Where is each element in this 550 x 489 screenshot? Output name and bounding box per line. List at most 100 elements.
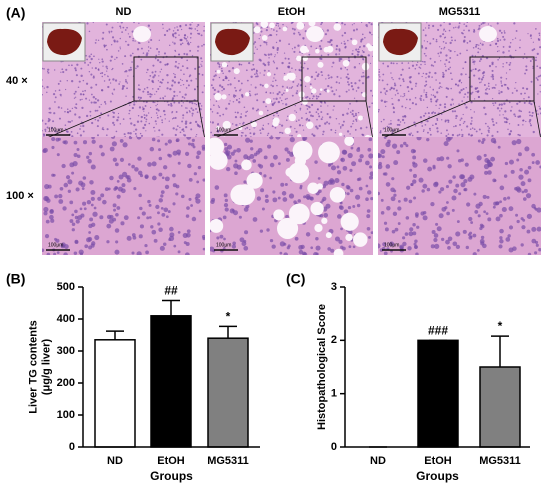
nucleus (173, 42, 176, 45)
nucleus (447, 87, 450, 90)
nucleus (240, 113, 243, 115)
nucleus (326, 29, 330, 32)
nucleus (499, 185, 505, 191)
nucleus (121, 87, 124, 90)
nucleus (42, 129, 43, 132)
nucleus (144, 175, 149, 179)
nucleus (488, 64, 492, 68)
nucleus (327, 41, 329, 43)
nucleus (338, 59, 341, 62)
nucleus (446, 156, 450, 160)
nucleus (119, 123, 122, 125)
nucleus (217, 123, 219, 125)
nucleus (355, 112, 357, 115)
nucleus (431, 76, 433, 78)
nucleus (190, 27, 193, 30)
vacuole (311, 88, 317, 94)
nucleus (300, 117, 303, 119)
nucleus (134, 167, 139, 172)
nucleus (333, 105, 335, 108)
nucleus (439, 51, 442, 54)
nucleus (439, 46, 441, 48)
nucleus (284, 98, 287, 100)
nucleus (317, 73, 320, 76)
nucleus (423, 129, 425, 131)
nucleus (298, 33, 301, 36)
nucleus (129, 66, 132, 69)
nucleus (122, 118, 125, 120)
nucleus (59, 80, 62, 83)
nucleus (525, 68, 528, 72)
nucleus (505, 237, 511, 242)
nucleus (111, 26, 114, 29)
nucleus (420, 63, 422, 66)
nucleus (212, 86, 215, 89)
nucleus (479, 81, 481, 84)
nucleus (425, 120, 427, 122)
nucleus (500, 103, 504, 106)
nucleus (280, 124, 284, 127)
nucleus (302, 124, 304, 127)
nucleus (121, 183, 126, 188)
nucleus (71, 107, 74, 110)
nucleus (449, 66, 452, 69)
scale-bar-label: 100μm (384, 127, 399, 133)
nucleus (51, 137, 56, 142)
nucleus (124, 55, 127, 58)
nucleus (135, 135, 138, 137)
nucleus (291, 27, 294, 30)
nucleus (103, 100, 107, 104)
vacuole (251, 121, 257, 128)
nucleus (162, 242, 167, 246)
nucleus (148, 79, 150, 81)
nucleus (417, 61, 419, 63)
vacuole (210, 219, 224, 233)
nucleus (478, 60, 481, 63)
nucleus (507, 128, 509, 131)
nucleus (196, 150, 202, 156)
nucleus (155, 123, 157, 125)
nucleus (42, 248, 45, 252)
nucleus (443, 48, 445, 50)
nucleus (397, 206, 402, 211)
nucleus (299, 109, 302, 111)
nucleus (90, 57, 93, 61)
nucleus (538, 248, 541, 252)
nucleus (228, 79, 230, 82)
nucleus (352, 115, 355, 118)
nucleus (482, 194, 487, 199)
x-tick-label: MG5311 (479, 455, 521, 467)
nucleus (100, 103, 102, 106)
nucleus (64, 124, 67, 126)
zoom-line (533, 100, 541, 140)
nucleus (410, 87, 413, 91)
nucleus (252, 159, 257, 163)
vacuole (265, 98, 272, 105)
nucleus (171, 118, 174, 120)
nucleus (468, 216, 473, 222)
nucleus (426, 187, 431, 192)
nucleus (305, 112, 307, 115)
nucleus (344, 23, 346, 26)
nucleus (160, 68, 163, 71)
nucleus (265, 29, 268, 32)
nucleus (257, 147, 263, 153)
nucleus (378, 164, 383, 170)
nucleus (414, 239, 418, 243)
nucleus (424, 112, 427, 115)
nucleus (225, 150, 231, 156)
nucleus (350, 82, 353, 85)
vacuole (258, 110, 264, 116)
nucleus (539, 66, 541, 69)
vacuole (210, 137, 225, 157)
nucleus (346, 112, 349, 115)
nucleus (321, 199, 325, 202)
nucleus (279, 131, 281, 134)
nucleus (179, 131, 182, 134)
panel-label: (B) (6, 271, 25, 287)
nucleus (147, 24, 151, 27)
nucleus (406, 85, 410, 89)
nucleus (271, 125, 274, 128)
nucleus (401, 105, 404, 108)
nucleus (346, 81, 349, 83)
